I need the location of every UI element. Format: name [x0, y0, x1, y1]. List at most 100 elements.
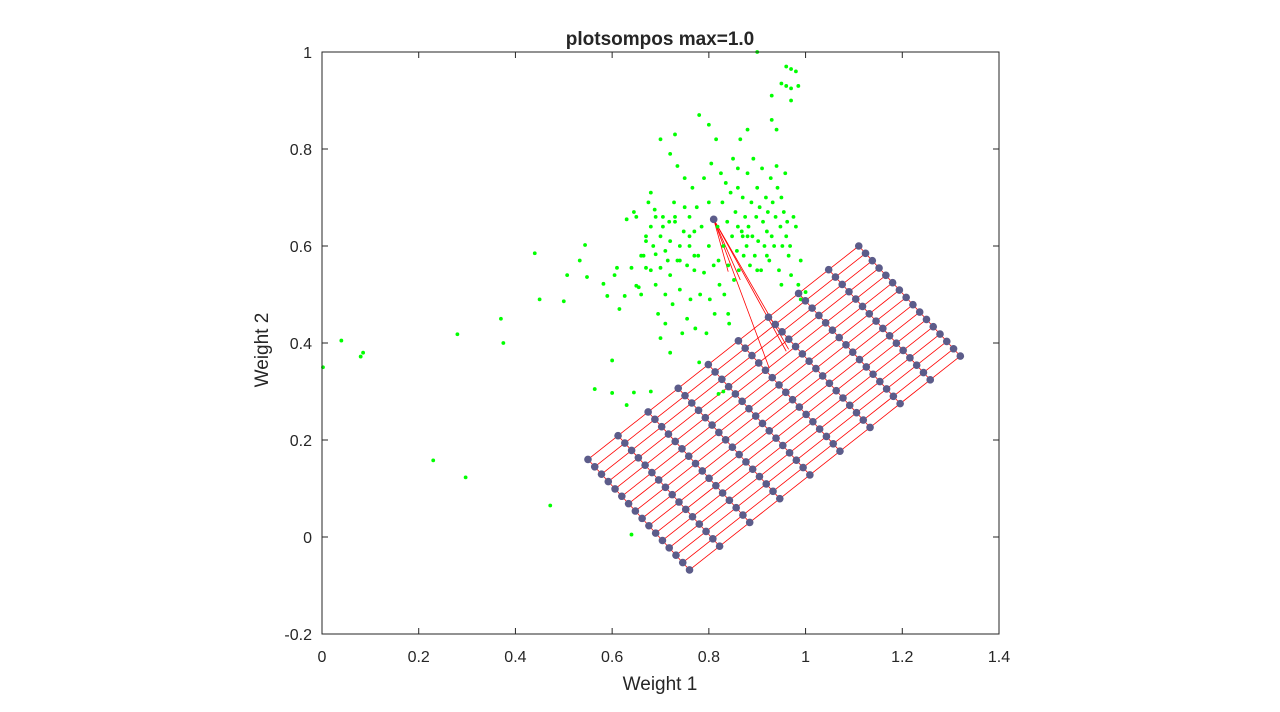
- sample-point: [583, 243, 587, 247]
- sample-point: [785, 219, 790, 224]
- sample-point: [721, 389, 726, 394]
- y-axis-label: Weight 2: [252, 313, 273, 388]
- neuron-point: [791, 342, 800, 351]
- neuron-point: [724, 382, 733, 391]
- neuron-point: [668, 490, 677, 499]
- sample-point: [663, 292, 668, 297]
- neuron-link: [848, 267, 880, 293]
- neuron-point: [611, 485, 619, 493]
- neuron-point: [751, 412, 760, 420]
- neuron-link: [722, 468, 753, 494]
- neuron-link: [721, 355, 753, 380]
- neuron-point: [654, 476, 663, 484]
- y-tick-label: 0.4: [290, 336, 312, 353]
- neuron-link: [641, 494, 673, 519]
- sample-point: [765, 210, 770, 214]
- neuron-link: [775, 300, 806, 325]
- sample-point: [577, 258, 582, 263]
- neuron-link: [749, 498, 781, 523]
- neuron-link: [859, 335, 890, 360]
- neuron-link: [796, 436, 827, 461]
- neuron-link: [896, 319, 927, 344]
- neuron-point: [672, 551, 680, 560]
- neuron-link: [768, 293, 799, 318]
- sample-point: [697, 360, 702, 365]
- neuron-point: [624, 499, 633, 508]
- sample-point: [706, 122, 711, 127]
- neuron-point: [748, 465, 757, 474]
- sample-point: [537, 297, 542, 302]
- neuron-link: [818, 291, 850, 316]
- neuron-point: [645, 521, 653, 530]
- sample-point: [773, 215, 778, 219]
- neuron-point: [854, 242, 863, 250]
- sample-point: [709, 161, 714, 166]
- neuron-point: [805, 357, 813, 366]
- sample-point: [749, 200, 754, 205]
- sample-point: [661, 215, 665, 219]
- neuron-link: [819, 405, 850, 430]
- sample-point: [687, 234, 692, 239]
- sample-point: [735, 166, 740, 171]
- neuron-point: [798, 350, 807, 358]
- neuron-point: [731, 390, 740, 398]
- neuron-link: [735, 369, 766, 395]
- neuron-point: [858, 302, 867, 311]
- neuron-point: [801, 296, 810, 305]
- x-tick-label: 0: [318, 649, 327, 666]
- neuron-point: [590, 462, 599, 471]
- neuron-link: [631, 426, 662, 451]
- y-tick-label: 1: [303, 45, 312, 62]
- neuron-link: [678, 477, 710, 503]
- sample-point: [739, 229, 744, 234]
- neuron-point: [644, 408, 652, 416]
- sample-point: [694, 205, 699, 210]
- neuron-link: [856, 388, 887, 414]
- sample-point: [673, 215, 677, 219]
- sample-point: [731, 156, 735, 161]
- sample-point: [788, 244, 792, 248]
- neuron-point: [872, 317, 880, 325]
- neuron-point: [824, 265, 833, 274]
- sample-point: [760, 166, 764, 171]
- sample-point: [728, 190, 733, 195]
- sample-point: [632, 210, 636, 214]
- sample-point: [789, 98, 793, 103]
- neuron-point: [675, 498, 683, 506]
- neuron-link: [745, 437, 777, 463]
- sample-point: [653, 282, 658, 287]
- sample-point: [769, 234, 774, 239]
- neuron-link: [889, 311, 920, 337]
- sample-point: [791, 215, 796, 219]
- neuron-point: [748, 351, 756, 360]
- neuron-point: [678, 558, 687, 567]
- sample-point: [803, 290, 808, 294]
- neuron-link: [852, 328, 884, 353]
- sample-point: [501, 341, 506, 345]
- neuron-point: [708, 421, 716, 429]
- x-axis-label: Weight 1: [623, 674, 698, 695]
- sample-point: [722, 292, 727, 297]
- neuron-point: [825, 379, 834, 388]
- sample-point: [653, 252, 658, 257]
- neuron-point: [681, 391, 689, 400]
- sample-point: [743, 215, 748, 219]
- sample-point: [663, 321, 668, 326]
- neuron-link: [594, 442, 626, 468]
- neuron-point: [785, 449, 794, 457]
- sample-point: [789, 273, 793, 277]
- sample-point: [767, 258, 772, 263]
- sample-point: [756, 239, 761, 244]
- neuron-point: [772, 434, 780, 442]
- sample-point: [735, 185, 740, 190]
- sample-point: [612, 273, 617, 277]
- neuron-link: [635, 486, 666, 512]
- sample-point: [759, 268, 763, 273]
- sample-point: [750, 234, 755, 239]
- neuron-link: [713, 219, 729, 272]
- neuron-link: [759, 452, 790, 477]
- neuron-link: [658, 455, 690, 481]
- sample-point: [735, 224, 740, 229]
- neuron-point: [806, 471, 814, 479]
- neuron-link: [805, 390, 837, 415]
